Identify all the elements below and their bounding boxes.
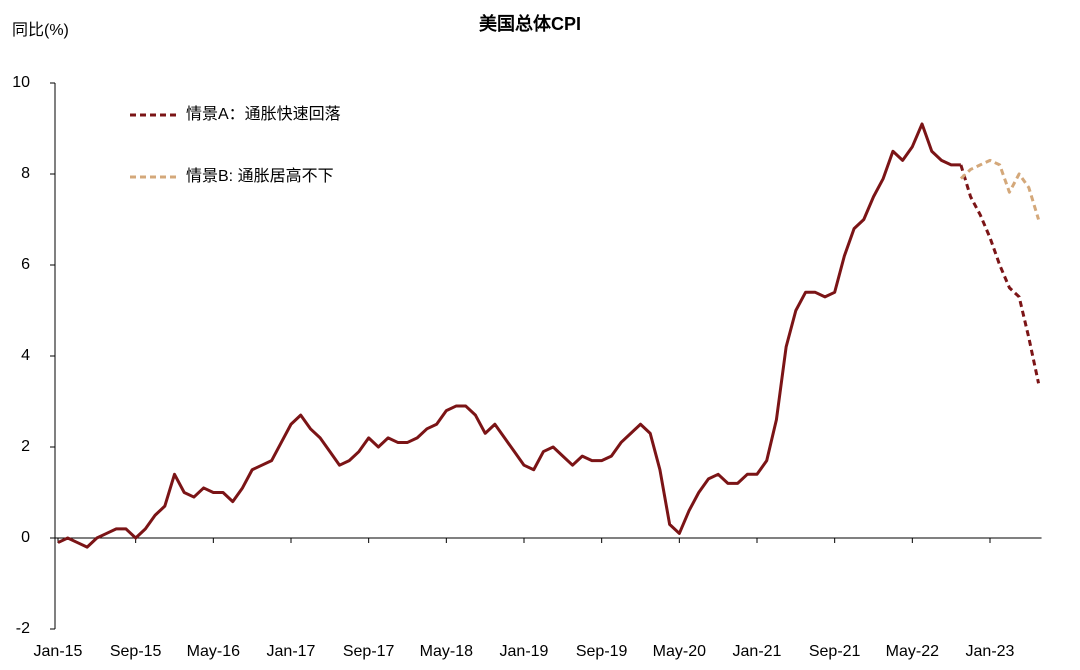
series-line	[959, 158, 1040, 220]
x-tick-label: May-18	[420, 643, 473, 660]
x-tick-label: Sep-17	[343, 643, 395, 660]
y-tick-label: 2	[21, 438, 30, 455]
x-tick-label: Sep-19	[576, 643, 628, 660]
legend-label: 情景A：通胀快速回落	[186, 105, 341, 123]
x-tick-label: Sep-21	[809, 643, 861, 660]
y-tick-label: 6	[21, 256, 30, 273]
legend-label: 情景B: 通胀居高不下	[186, 167, 334, 185]
x-tick-label: May-16	[187, 643, 240, 660]
x-tick-label: Jan-19	[500, 643, 549, 660]
x-tick-label: May-22	[886, 643, 939, 660]
y-tick-label: 4	[21, 347, 30, 364]
y-tick-label: 8	[21, 165, 30, 182]
x-tick-label: Jan-23	[966, 643, 1015, 660]
chart-title: 美国总体CPI	[479, 13, 581, 34]
x-tick-label: Sep-15	[110, 643, 162, 660]
series-line	[57, 122, 961, 549]
x-tick-label: Jan-15	[34, 643, 83, 660]
x-tick-label: May-20	[653, 643, 706, 660]
x-tick-label: Jan-17	[267, 643, 316, 660]
y-tick-label: -2	[16, 620, 30, 637]
y-tick-label: 0	[21, 529, 30, 546]
x-tick-label: Jan-21	[733, 643, 782, 660]
series-line	[959, 164, 1041, 384]
y-tick-label: 10	[12, 74, 30, 91]
y-axis-label: 同比(%)	[12, 21, 69, 39]
